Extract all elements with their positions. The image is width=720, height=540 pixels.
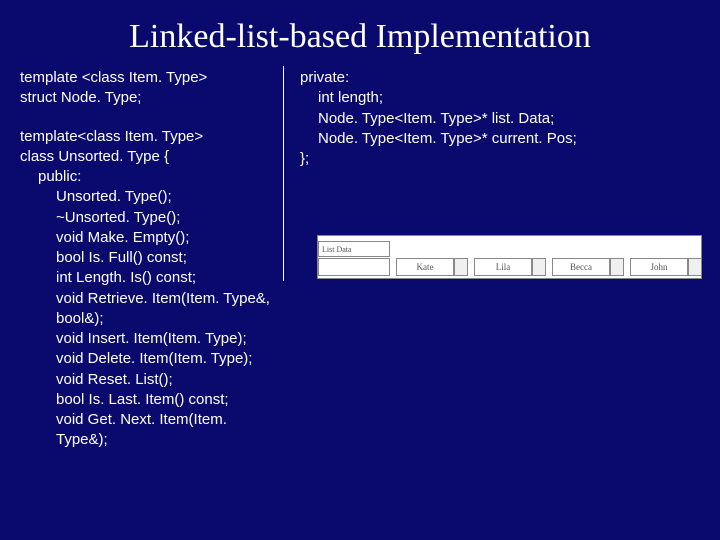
code-line: void Reset. List(); bbox=[20, 370, 280, 390]
list-node: John bbox=[630, 258, 688, 276]
code-line: void Retrieve. Item(Item. Type&, bool&); bbox=[20, 289, 280, 330]
pointer-box bbox=[532, 258, 546, 276]
code-line: void Delete. Item(Item. Type); bbox=[20, 349, 280, 369]
code-line: template <class Item. Type> bbox=[20, 68, 280, 88]
code-line: struct Node. Type; bbox=[20, 88, 280, 108]
diagram-header-box bbox=[318, 258, 390, 276]
code-line: bool Is. Last. Item() const; bbox=[20, 390, 280, 410]
code-line: bool Is. Full() const; bbox=[20, 248, 280, 268]
code-line: template<class Item. Type> bbox=[20, 127, 280, 147]
code-line: Node. Type<Item. Type>* current. Pos; bbox=[300, 129, 700, 149]
list-node: Becca bbox=[552, 258, 610, 276]
code-line: class Unsorted. Type { bbox=[20, 147, 280, 167]
slide-title: Linked-list-based Implementation bbox=[0, 0, 720, 68]
right-column: private: int length; Node. Type<Item. Ty… bbox=[300, 68, 700, 169]
pointer-box bbox=[454, 258, 468, 276]
code-line: Node. Type<Item. Type>* list. Data; bbox=[300, 109, 700, 129]
code-line: void Make. Empty(); bbox=[20, 228, 280, 248]
code-line: ~Unsorted. Type(); bbox=[20, 208, 280, 228]
pointer-box bbox=[688, 258, 702, 276]
code-line: public: bbox=[20, 167, 280, 187]
diagram-header: List Data bbox=[318, 241, 390, 257]
vertical-divider bbox=[283, 66, 284, 281]
code-line: int Length. Is() const; bbox=[20, 268, 280, 288]
linked-list-diagram: List Data Kate Lila Becca John bbox=[317, 235, 702, 279]
pointer-box bbox=[610, 258, 624, 276]
list-node: Kate bbox=[396, 258, 454, 276]
list-node: Lila bbox=[474, 258, 532, 276]
code-line: int length; bbox=[300, 88, 700, 108]
code-line: private: bbox=[300, 68, 700, 88]
left-column: template <class Item. Type> struct Node.… bbox=[20, 68, 280, 451]
code-line: }; bbox=[300, 149, 700, 169]
code-line: void Insert. Item(Item. Type); bbox=[20, 329, 280, 349]
code-line: void Get. Next. Item(Item. Type&); bbox=[20, 410, 280, 451]
code-line: Unsorted. Type(); bbox=[20, 187, 280, 207]
